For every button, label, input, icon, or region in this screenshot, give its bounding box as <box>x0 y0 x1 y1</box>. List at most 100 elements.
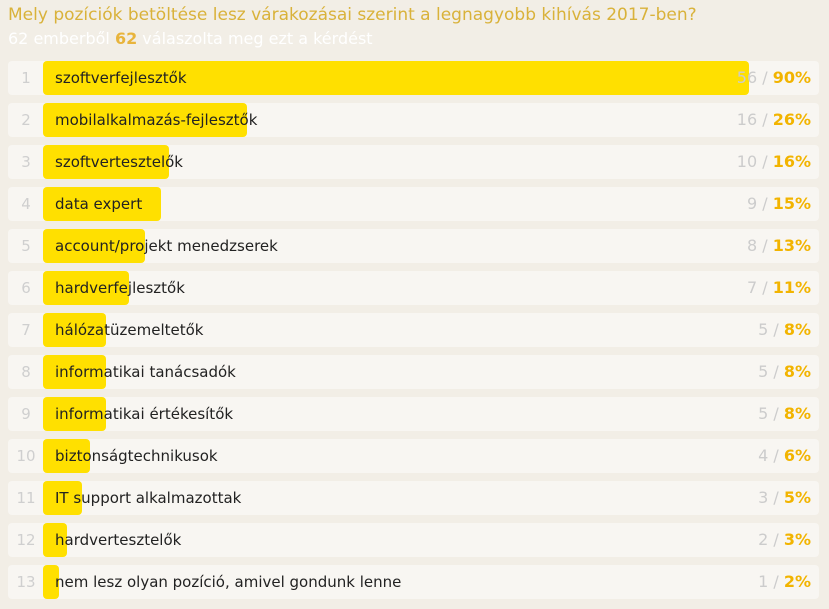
percent-label: 3% <box>783 530 811 549</box>
value-separator: / <box>757 278 773 297</box>
count-label: 9 <box>746 194 758 213</box>
category-label: IT support alkalmazottak <box>55 489 242 507</box>
respondent-count: 62 <box>114 29 138 48</box>
bar-row: 1 56 / 90% szoftverfejlesztők <box>8 61 819 95</box>
category-label: hálózatüzemeltetők <box>55 321 204 339</box>
subtitle-prefix: 62 emberből <box>8 29 115 48</box>
bar-row: 2 16 / 26% mobilalkalmazás-fejlesztők <box>8 103 819 137</box>
bar <box>43 229 145 263</box>
value-separator: / <box>768 362 784 381</box>
value-label: 1 / 2% <box>758 565 811 599</box>
count-label: 5 <box>758 362 769 381</box>
bar-row: 12 2 / 3% hardvertesztelők <box>8 523 819 557</box>
rank-label: 8 <box>21 363 31 381</box>
bar <box>43 313 106 347</box>
rank-label: 11 <box>16 489 36 507</box>
category-label: data expert <box>55 195 143 213</box>
bar-row: 4 9 / 15% data expert <box>8 187 819 221</box>
bar <box>43 145 169 179</box>
count-label: 10 <box>736 152 758 171</box>
rank-label: 13 <box>16 573 36 591</box>
category-label: informatikai értékesítők <box>55 405 234 423</box>
bar-row: 6 7 / 11% hardverfejlesztők <box>8 271 819 305</box>
percent-label: 8% <box>783 404 811 423</box>
bar <box>43 565 59 599</box>
chart-title: Mely pozíciók betöltése lesz várakozásai… <box>8 5 697 25</box>
bar-chart: 1 56 / 90% szoftverfejlesztők 2 16 / 26% mobi… <box>8 61 819 607</box>
value-separator: / <box>768 488 784 507</box>
value-label: 10 / 16% <box>737 145 811 179</box>
count-label: 4 <box>758 446 769 465</box>
value-separator: / <box>757 152 773 171</box>
bar-row: 5 8 / 13% account/projekt menedzserek <box>8 229 819 263</box>
rank-label: 10 <box>16 447 36 465</box>
percent-label: 6% <box>783 446 811 465</box>
bar <box>43 481 82 515</box>
percent-label: 90% <box>772 68 811 87</box>
percent-label: 15% <box>772 194 811 213</box>
bar <box>43 523 67 557</box>
value-separator: / <box>768 320 784 339</box>
bar-row: 7 5 / 8% hálózatüzemeltetők <box>8 313 819 347</box>
category-label: mobilalkalmazás-fejlesztők <box>55 111 258 129</box>
value-label: 5 / 8% <box>758 355 811 389</box>
value-label: 5 / 8% <box>758 313 811 347</box>
bar <box>43 439 90 473</box>
percent-label: 8% <box>783 362 811 381</box>
count-label: 5 <box>758 404 769 423</box>
percent-label: 26% <box>772 110 811 129</box>
rank-label: 2 <box>21 111 31 129</box>
value-separator: / <box>757 194 773 213</box>
bar <box>43 61 749 95</box>
category-label: informatikai tanácsadók <box>55 363 236 381</box>
value-separator: / <box>768 446 784 465</box>
bar-row: 8 5 / 8% informatikai tanácsadók <box>8 355 819 389</box>
bar <box>43 187 161 221</box>
value-label: 16 / 26% <box>737 103 811 137</box>
bar-row: 9 5 / 8% informatikai értékesítők <box>8 397 819 431</box>
count-label: 2 <box>758 530 769 549</box>
bar-row: 10 4 / 6% biztonságtechnikusok <box>8 439 819 473</box>
category-label: biztonságtechnikusok <box>55 447 218 465</box>
value-separator: / <box>757 110 773 129</box>
percent-label: 8% <box>783 320 811 339</box>
count-label: 8 <box>746 236 758 255</box>
value-separator: / <box>768 572 784 591</box>
category-label: szoftvertesztelők <box>55 153 183 171</box>
value-separator: / <box>757 236 773 255</box>
bar-row: 11 3 / 5% IT support alkalmazottak <box>8 481 819 515</box>
rank-label: 1 <box>21 69 31 87</box>
category-label: szoftverfejlesztők <box>55 69 187 87</box>
rank-label: 3 <box>21 153 31 171</box>
rank-label: 4 <box>21 195 31 213</box>
value-label: 7 / 11% <box>747 271 811 305</box>
category-label: account/projekt menedzserek <box>55 237 278 255</box>
bar <box>43 271 129 305</box>
value-label: 4 / 6% <box>758 439 811 473</box>
category-label: hardverfejlesztők <box>55 279 185 297</box>
count-label: 7 <box>746 278 758 297</box>
rank-label: 7 <box>21 321 31 339</box>
subtitle-suffix: válaszolta meg ezt a kérdést <box>137 29 373 48</box>
bar-row: 3 10 / 16% szoftvertesztelők <box>8 145 819 179</box>
value-label: 3 / 5% <box>758 481 811 515</box>
chart-subtitle: 62 emberből 62 válaszolta meg ezt a kérd… <box>8 28 823 50</box>
rank-label: 12 <box>16 531 36 549</box>
category-label: hardvertesztelők <box>55 531 182 549</box>
rank-label: 5 <box>21 237 31 255</box>
percent-label: 16% <box>772 152 811 171</box>
value-label: 2 / 3% <box>758 523 811 557</box>
percent-label: 11% <box>772 278 811 297</box>
bar <box>43 355 106 389</box>
count-label: 56 <box>736 68 758 87</box>
count-label: 16 <box>736 110 758 129</box>
bar <box>43 103 247 137</box>
count-label: 3 <box>758 488 769 507</box>
bar-row: 13 1 / 2% nem lesz olyan pozíció, amivel g… <box>8 565 819 599</box>
value-separator: / <box>757 68 773 87</box>
value-label: 8 / 13% <box>747 229 811 263</box>
rank-label: 9 <box>21 405 31 423</box>
count-label: 5 <box>758 320 769 339</box>
percent-label: 2% <box>783 572 811 591</box>
percent-label: 5% <box>783 488 811 507</box>
